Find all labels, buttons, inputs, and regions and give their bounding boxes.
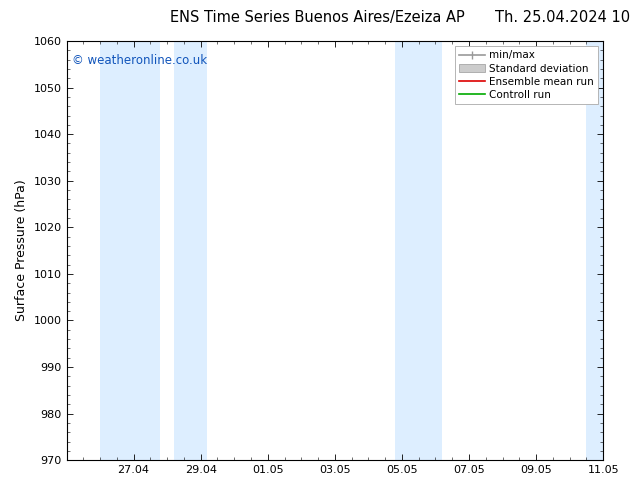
Text: © weatheronline.co.uk: © weatheronline.co.uk [72,53,207,67]
Bar [586,41,603,460]
Y-axis label: Surface Pressure (hPa): Surface Pressure (hPa) [15,180,28,321]
Text: Th. 25.04.2024 10 UTC: Th. 25.04.2024 10 UTC [495,10,634,25]
Bar [395,41,442,460]
Legend: min/max, Standard deviation, Ensemble mean run, Controll run: min/max, Standard deviation, Ensemble me… [455,46,598,104]
Bar [100,41,160,460]
Text: ENS Time Series Buenos Aires/Ezeiza AP: ENS Time Series Buenos Aires/Ezeiza AP [170,10,464,25]
Bar [174,41,207,460]
